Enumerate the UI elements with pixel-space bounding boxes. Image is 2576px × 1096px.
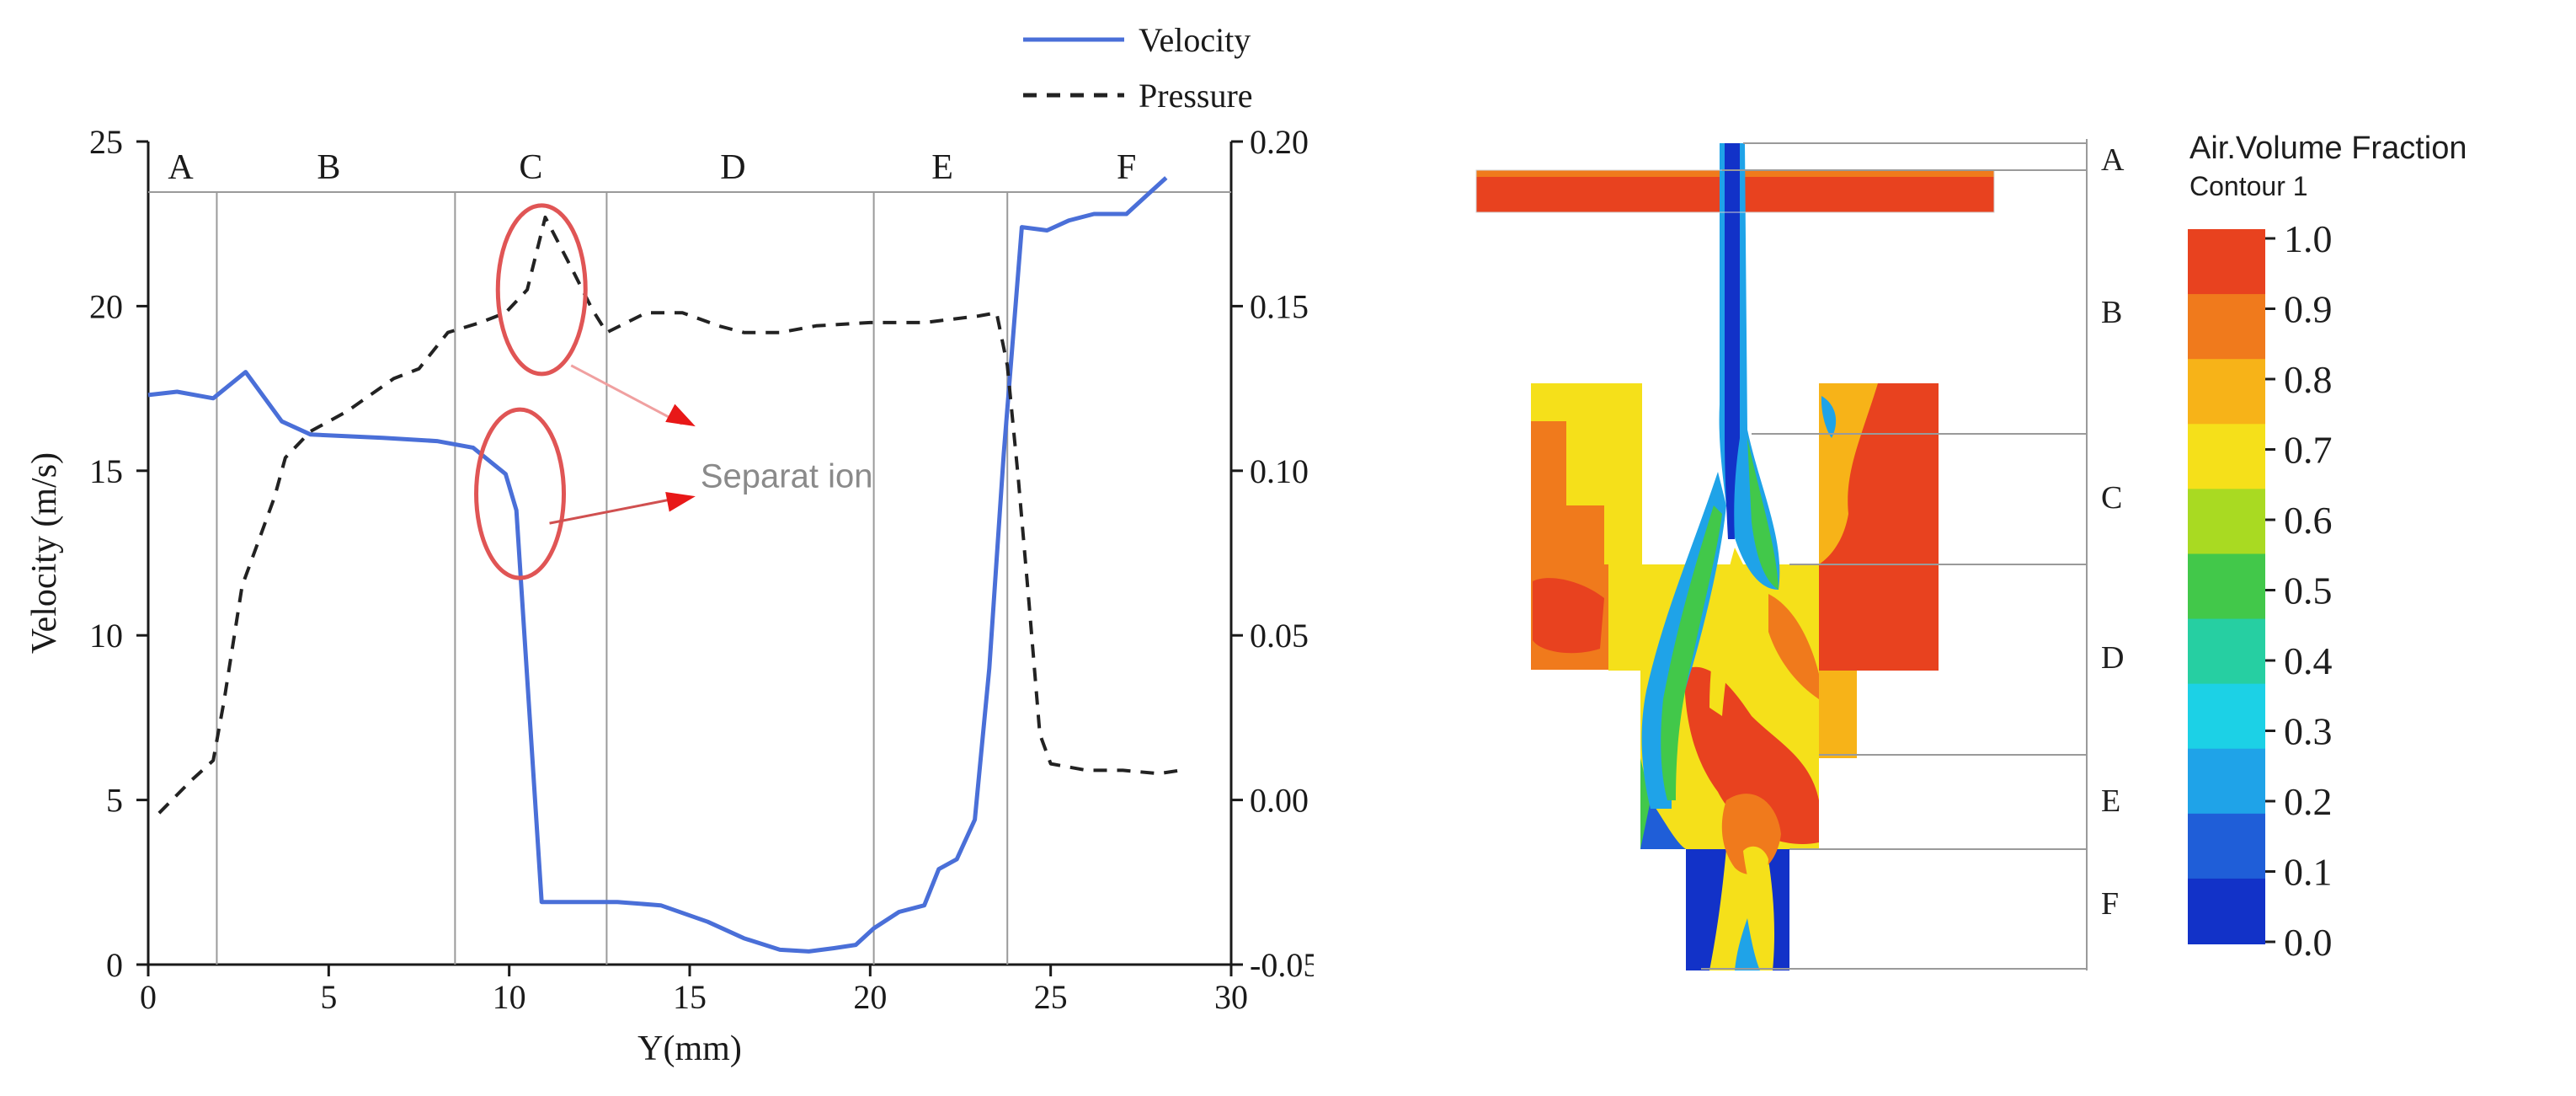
colorbar-swatch: [2188, 489, 2265, 555]
y2-tick-label: -0.05: [1250, 946, 1314, 984]
separation-arrow-line: [549, 495, 683, 525]
zone-label: F: [1117, 148, 1136, 187]
colorbar-swatch: [2188, 553, 2265, 620]
x-axis-label: Y(mm): [637, 1029, 742, 1068]
colorbar-swatch: [2188, 294, 2265, 361]
separation-circle: [495, 203, 588, 377]
x-tick-label: 30: [1214, 978, 1248, 1016]
colorbar-label: 0.3: [2284, 710, 2333, 753]
contour-section-label-a: A: [2101, 142, 2125, 178]
section-lines: [1701, 139, 2088, 970]
separation-arrow-head: [665, 404, 696, 427]
y-tick-label: 0: [106, 946, 123, 984]
y2-tick-label: 0.00: [1250, 782, 1309, 820]
y-axis-label: Velocity (m/s): [25, 452, 64, 654]
y-tick-label: 25: [89, 123, 123, 161]
colorbar: 1.0 0.9 0.8 0.7 0.6 0.5 0.4 0.3 0.2 0.1 0.0: [2188, 217, 2333, 964]
colorbar-label: 0.9: [2284, 288, 2333, 331]
colorbar-label: 1.0: [2284, 217, 2333, 260]
contour-section-label-f: F: [2101, 886, 2119, 922]
separation-annotation: Separat ion: [701, 457, 873, 495]
colorbar-swatch: [2188, 424, 2265, 490]
colorbar-label: 0.7: [2284, 429, 2333, 472]
valve-outline: [1475, 169, 1995, 213]
colorbar-label: 0.4: [2284, 639, 2333, 682]
separation-arrow-head: [665, 491, 696, 512]
colorbar-swatch: [2188, 748, 2265, 815]
colorbar-swatch: [2188, 359, 2265, 425]
colorbar-label: 0.6: [2284, 499, 2333, 542]
x-tick-label: 15: [673, 978, 707, 1016]
series-line-velocity: [147, 176, 1168, 954]
colorbar-label: 0.2: [2284, 780, 2333, 823]
y-tick-label: 15: [89, 452, 123, 490]
x-tick-label: 0: [140, 978, 157, 1016]
colorbar-swatch: [2188, 618, 2265, 685]
legend-label-velocity: Velocity: [1139, 21, 1251, 59]
colorbar-swatch: [2188, 813, 2265, 879]
colorbar-swatch: [2188, 683, 2265, 750]
zone-label: C: [519, 148, 542, 187]
colorbar-swatch: [2188, 229, 2265, 296]
x-tick-label: 5: [320, 978, 337, 1016]
contour-section-label-e: E: [2101, 783, 2120, 819]
contour-section-label-b: B: [2101, 295, 2122, 330]
x-tick-label: 25: [1034, 978, 1068, 1016]
contour-section-label-c: C: [2101, 480, 2122, 516]
zone-label: A: [168, 148, 194, 187]
zone-label: D: [720, 148, 745, 187]
zone-label: E: [931, 148, 953, 187]
colorbar-label: 0.5: [2284, 569, 2333, 612]
colorbar-swatch: [2188, 878, 2265, 944]
x-tick-label: 10: [493, 978, 526, 1016]
y2-tick-label: 0.15: [1250, 287, 1309, 325]
y2-tick-label: 0.10: [1250, 452, 1309, 490]
velocity-pressure-chart: 0 5 10 15 20 25 30 0 5 10 15 20 25 -0.05 0.00 0.05 0.10 0…: [25, 21, 1314, 1068]
contour-section-label-d: D: [2101, 640, 2124, 676]
colorbar-label: 0.1: [2284, 851, 2333, 894]
valve-contour-fill: [1476, 143, 1994, 970]
y2-tick-label: 0.05: [1250, 617, 1309, 655]
separation-arrow-line: [570, 364, 683, 425]
x-tick-label: 20: [853, 978, 887, 1016]
y-tick-label: 10: [89, 617, 123, 655]
y-tick-label: 5: [106, 782, 123, 820]
colorbar-title: Air.Volume Fraction: [2189, 131, 2467, 166]
series-line-pressure: [157, 215, 1181, 815]
y-tick-label: 20: [89, 287, 123, 325]
zone-label: B: [317, 148, 340, 187]
colorbar-label: 0.0: [2284, 921, 2333, 964]
legend-label-pressure: Pressure: [1139, 77, 1253, 115]
y2-tick-label: 0.20: [1250, 123, 1309, 161]
colorbar-label: 0.8: [2284, 358, 2333, 401]
separation-circle: [474, 407, 567, 580]
colorbar-subtitle: Contour 1: [2189, 171, 2308, 201]
